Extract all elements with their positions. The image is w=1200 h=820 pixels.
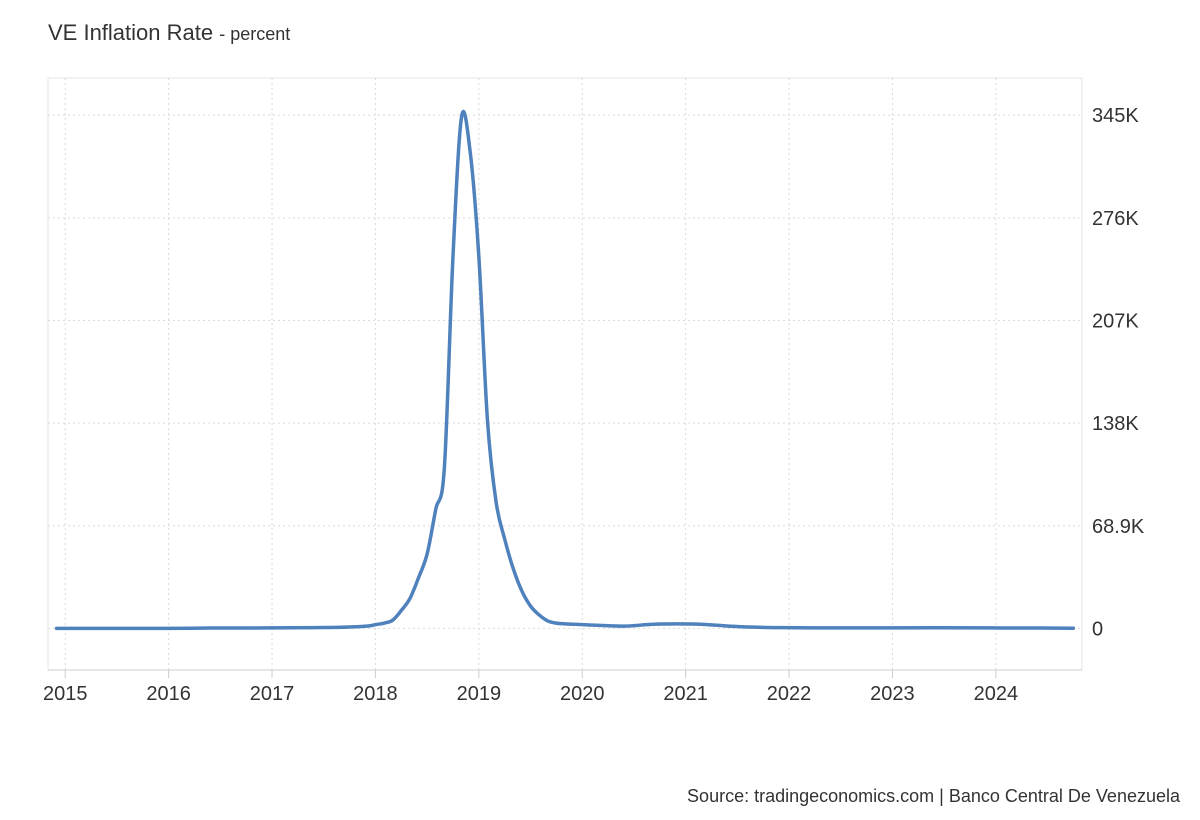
series-point	[520, 590, 523, 593]
series-point	[598, 624, 601, 627]
series-point	[581, 623, 584, 626]
series-point	[365, 625, 368, 628]
chart-title-unit: - percent	[219, 24, 291, 44]
series-point	[529, 605, 532, 608]
chart-title-main: VE Inflation Rate	[48, 20, 214, 45]
series-point	[383, 622, 386, 625]
x-tick-label: 2024	[974, 683, 1019, 705]
source-credit: Source: tradingeconomics.com | Banco Cen…	[687, 786, 1180, 806]
series-point	[443, 466, 446, 469]
series-point	[986, 626, 989, 629]
plot-frame	[47, 77, 1083, 671]
series-point	[1037, 627, 1040, 630]
series-point	[391, 619, 394, 622]
series-point	[167, 627, 170, 630]
series-point	[882, 626, 885, 629]
series-point	[426, 552, 429, 555]
series-point	[512, 567, 515, 570]
series-point	[934, 626, 937, 629]
x-tick-label: 2022	[767, 683, 812, 705]
series-point	[477, 255, 480, 258]
series-point	[1072, 627, 1075, 630]
y-tick-label: 276K	[1092, 208, 1139, 230]
series-point	[624, 625, 627, 628]
series-point	[460, 115, 463, 118]
series-point	[107, 627, 110, 630]
series-point	[339, 626, 342, 629]
x-tick-label: 2015	[43, 683, 88, 705]
series-point	[650, 623, 653, 626]
x-tick-label: 2021	[663, 683, 708, 705]
x-tick-label: 2020	[560, 683, 605, 705]
x-tick-label: 2019	[457, 683, 502, 705]
series-point	[831, 626, 834, 629]
y-tick-label: 138K	[1092, 413, 1139, 435]
series-point	[701, 623, 704, 626]
series-point	[572, 623, 575, 626]
series-point	[271, 626, 274, 629]
series-point	[434, 508, 437, 511]
x-tick-label: 2023	[870, 683, 915, 705]
series-point	[400, 609, 403, 612]
series-point	[314, 626, 317, 629]
y-tick-label: 207K	[1092, 310, 1139, 332]
series-point	[727, 625, 730, 628]
series-point	[564, 622, 567, 625]
series-point	[779, 626, 782, 629]
x-tick-label: 2018	[353, 683, 398, 705]
series-point	[469, 151, 472, 154]
series-point	[374, 623, 377, 626]
series-line-0	[54, 109, 1076, 631]
series-point	[753, 626, 756, 629]
series-point	[451, 255, 454, 258]
series-point	[503, 538, 506, 541]
y-tick-label: 0	[1092, 618, 1103, 640]
y-tick-label: 68.9K	[1092, 516, 1145, 538]
series-point	[486, 419, 489, 422]
series-point	[538, 613, 541, 616]
series-point	[408, 597, 411, 600]
x-tick-label: 2016	[146, 683, 191, 705]
series-point	[546, 619, 549, 622]
chart-title: VE Inflation Rate - percent	[48, 20, 290, 46]
chart-plot: 0 68.9K 138K 207K 276K 345K 2015 2016 2017 2018 20…	[43, 77, 1145, 705]
series-point	[676, 622, 679, 625]
x-tick-label: 2017	[250, 683, 295, 705]
series-point	[210, 627, 213, 630]
series-point	[417, 576, 420, 579]
series-point	[55, 627, 58, 630]
series-point	[495, 500, 498, 503]
series-point	[555, 622, 558, 625]
y-tick-label: 345K	[1092, 105, 1139, 127]
